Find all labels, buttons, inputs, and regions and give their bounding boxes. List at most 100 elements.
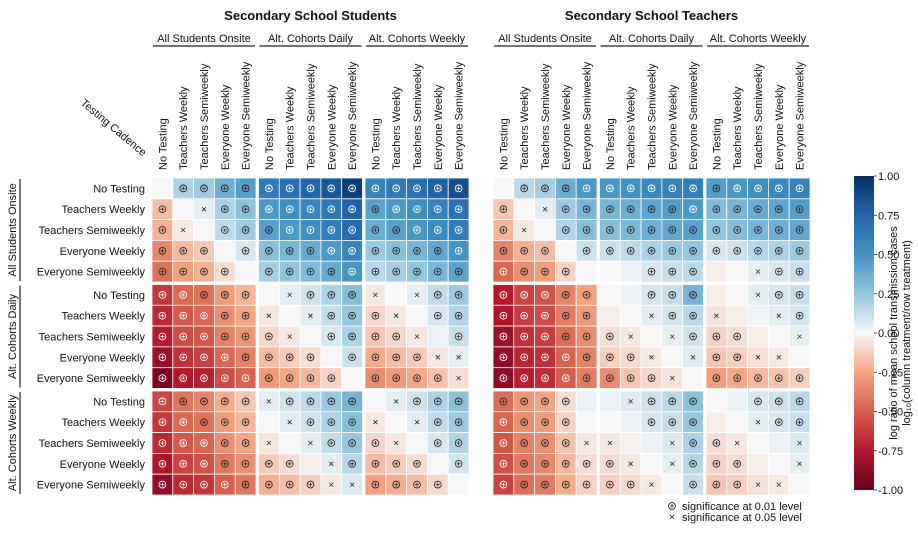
significance-marker-strong [265, 267, 273, 276]
significance-marker-cross [287, 207, 292, 212]
significance-marker-strong [327, 267, 336, 276]
significance-marker-cross [435, 292, 440, 297]
significance-marker-cross [202, 248, 206, 253]
significance-marker-strong [582, 226, 591, 234]
significance-marker-cross [350, 461, 355, 466]
heatmap-cell [320, 346, 343, 369]
significance-marker-cross [329, 399, 334, 404]
significance-marker-weak [690, 355, 696, 360]
significance-marker-strong [582, 311, 591, 320]
significance-marker-strong [795, 205, 804, 214]
significance-marker-strong [668, 267, 677, 276]
significance-marker-cross [501, 441, 506, 445]
significance-marker-cross [435, 441, 440, 445]
row-tick-label: Teachers Semiweekly [39, 332, 146, 344]
significance-marker-cross [756, 376, 760, 381]
significance-marker-cross [797, 248, 802, 253]
significance-marker-cross [181, 269, 186, 274]
significance-marker-strong [499, 459, 508, 468]
significance-marker-cross [160, 420, 165, 425]
colorbar: -1.00 -0.75 -0.50 -0.25 0.00 0.25 0.50 0.75 1.00… [854, 171, 913, 497]
significance-marker-cross [243, 355, 248, 360]
significance-marker-strong [520, 291, 529, 299]
significance-marker-weak [755, 292, 761, 298]
significance-marker-cross [735, 461, 740, 466]
heatmap-cell [768, 452, 790, 475]
significance-marker-strong [392, 184, 401, 193]
significance-marker-strong [392, 459, 401, 468]
row-group-label: All Students Onsite [7, 183, 19, 277]
significance-marker-strong [348, 332, 356, 341]
heatmap-cell [172, 198, 195, 221]
significance-marker-cross [670, 399, 675, 404]
significance-marker-strong [200, 374, 208, 382]
heatmap-cell [619, 284, 642, 306]
significance-marker-cross [797, 207, 802, 212]
significance-marker-cross [776, 376, 781, 381]
significance-marker-strong [541, 332, 549, 341]
significance-marker-cross [584, 228, 589, 232]
significance-marker-strong [668, 418, 677, 427]
significance-marker-strong [712, 205, 721, 214]
significance-marker-strong [220, 226, 229, 234]
significance-marker-cross [714, 355, 719, 360]
significance-marker-strong [754, 246, 762, 255]
significance-marker-cross [543, 441, 547, 445]
column-tick-label: Teachers Semiweekly [647, 63, 659, 170]
significance-marker-strong [626, 480, 635, 489]
significance-marker-strong [285, 205, 294, 214]
significance-marker-weak [456, 375, 461, 381]
significance-marker-strong [306, 353, 315, 362]
column-tick-label: Teachers Weekly [626, 86, 638, 170]
significance-marker-strong [265, 332, 273, 341]
significance-marker-strong [689, 205, 697, 214]
significance-marker-cross [202, 399, 206, 404]
significance-marker-cross [287, 186, 292, 191]
heatmap-cell [640, 432, 663, 454]
significance-marker-strong [413, 397, 421, 406]
significance-marker-strong [561, 397, 570, 406]
significance-marker-cross [243, 461, 248, 466]
significance-marker-strong [454, 184, 463, 193]
significance-marker-strong [433, 397, 442, 406]
significance-marker-cross [563, 461, 568, 466]
significance-marker-strong [285, 184, 294, 193]
significance-marker-strong [413, 267, 421, 276]
heatmap-cell [341, 367, 363, 389]
significance-marker-cross [628, 228, 633, 232]
significance-marker-strong [200, 311, 208, 320]
column-tick-label: No Testing [157, 118, 169, 170]
legend-weak-label: significance at 0.05 level [682, 512, 802, 524]
significance-marker-strong [795, 374, 804, 382]
row-tick-label: Teachers Semiweekly [39, 438, 146, 450]
significance-marker-strong [371, 226, 380, 234]
significance-marker-cross [563, 269, 568, 274]
significance-marker-cross [287, 399, 292, 404]
significance-marker-cross [584, 376, 589, 381]
significance-marker-cross [287, 269, 292, 274]
significance-marker-strong [520, 397, 529, 406]
significance-marker-cross [563, 441, 568, 445]
significance-marker-cross [756, 248, 760, 253]
significance-marker-strong [392, 353, 401, 362]
significance-marker-cross [563, 399, 568, 404]
significance-marker-strong [520, 353, 529, 362]
significance-marker-strong [606, 480, 614, 489]
heatmap-cell [726, 390, 748, 413]
significance-marker-strong [606, 332, 614, 341]
significance-marker-weak [670, 375, 675, 381]
significance-marker-strong [795, 418, 804, 427]
significance-marker-weak [266, 399, 272, 404]
significance-marker-strong [582, 246, 591, 255]
significance-marker-cross [797, 186, 802, 191]
significance-marker-strong [158, 226, 167, 234]
heatmap-cell [193, 219, 215, 241]
significance-marker-strong [327, 246, 336, 255]
significance-marker-cross [222, 207, 227, 212]
significance-marker-strong [454, 291, 463, 299]
significance-marker-cross [691, 441, 696, 445]
significance-marker-cross [350, 207, 355, 212]
significance-marker-weak [797, 334, 802, 339]
significance-marker-cross [563, 334, 568, 339]
row-labels: No Testing Teachers Weekly Teachers Semiwe… [7, 179, 145, 494]
